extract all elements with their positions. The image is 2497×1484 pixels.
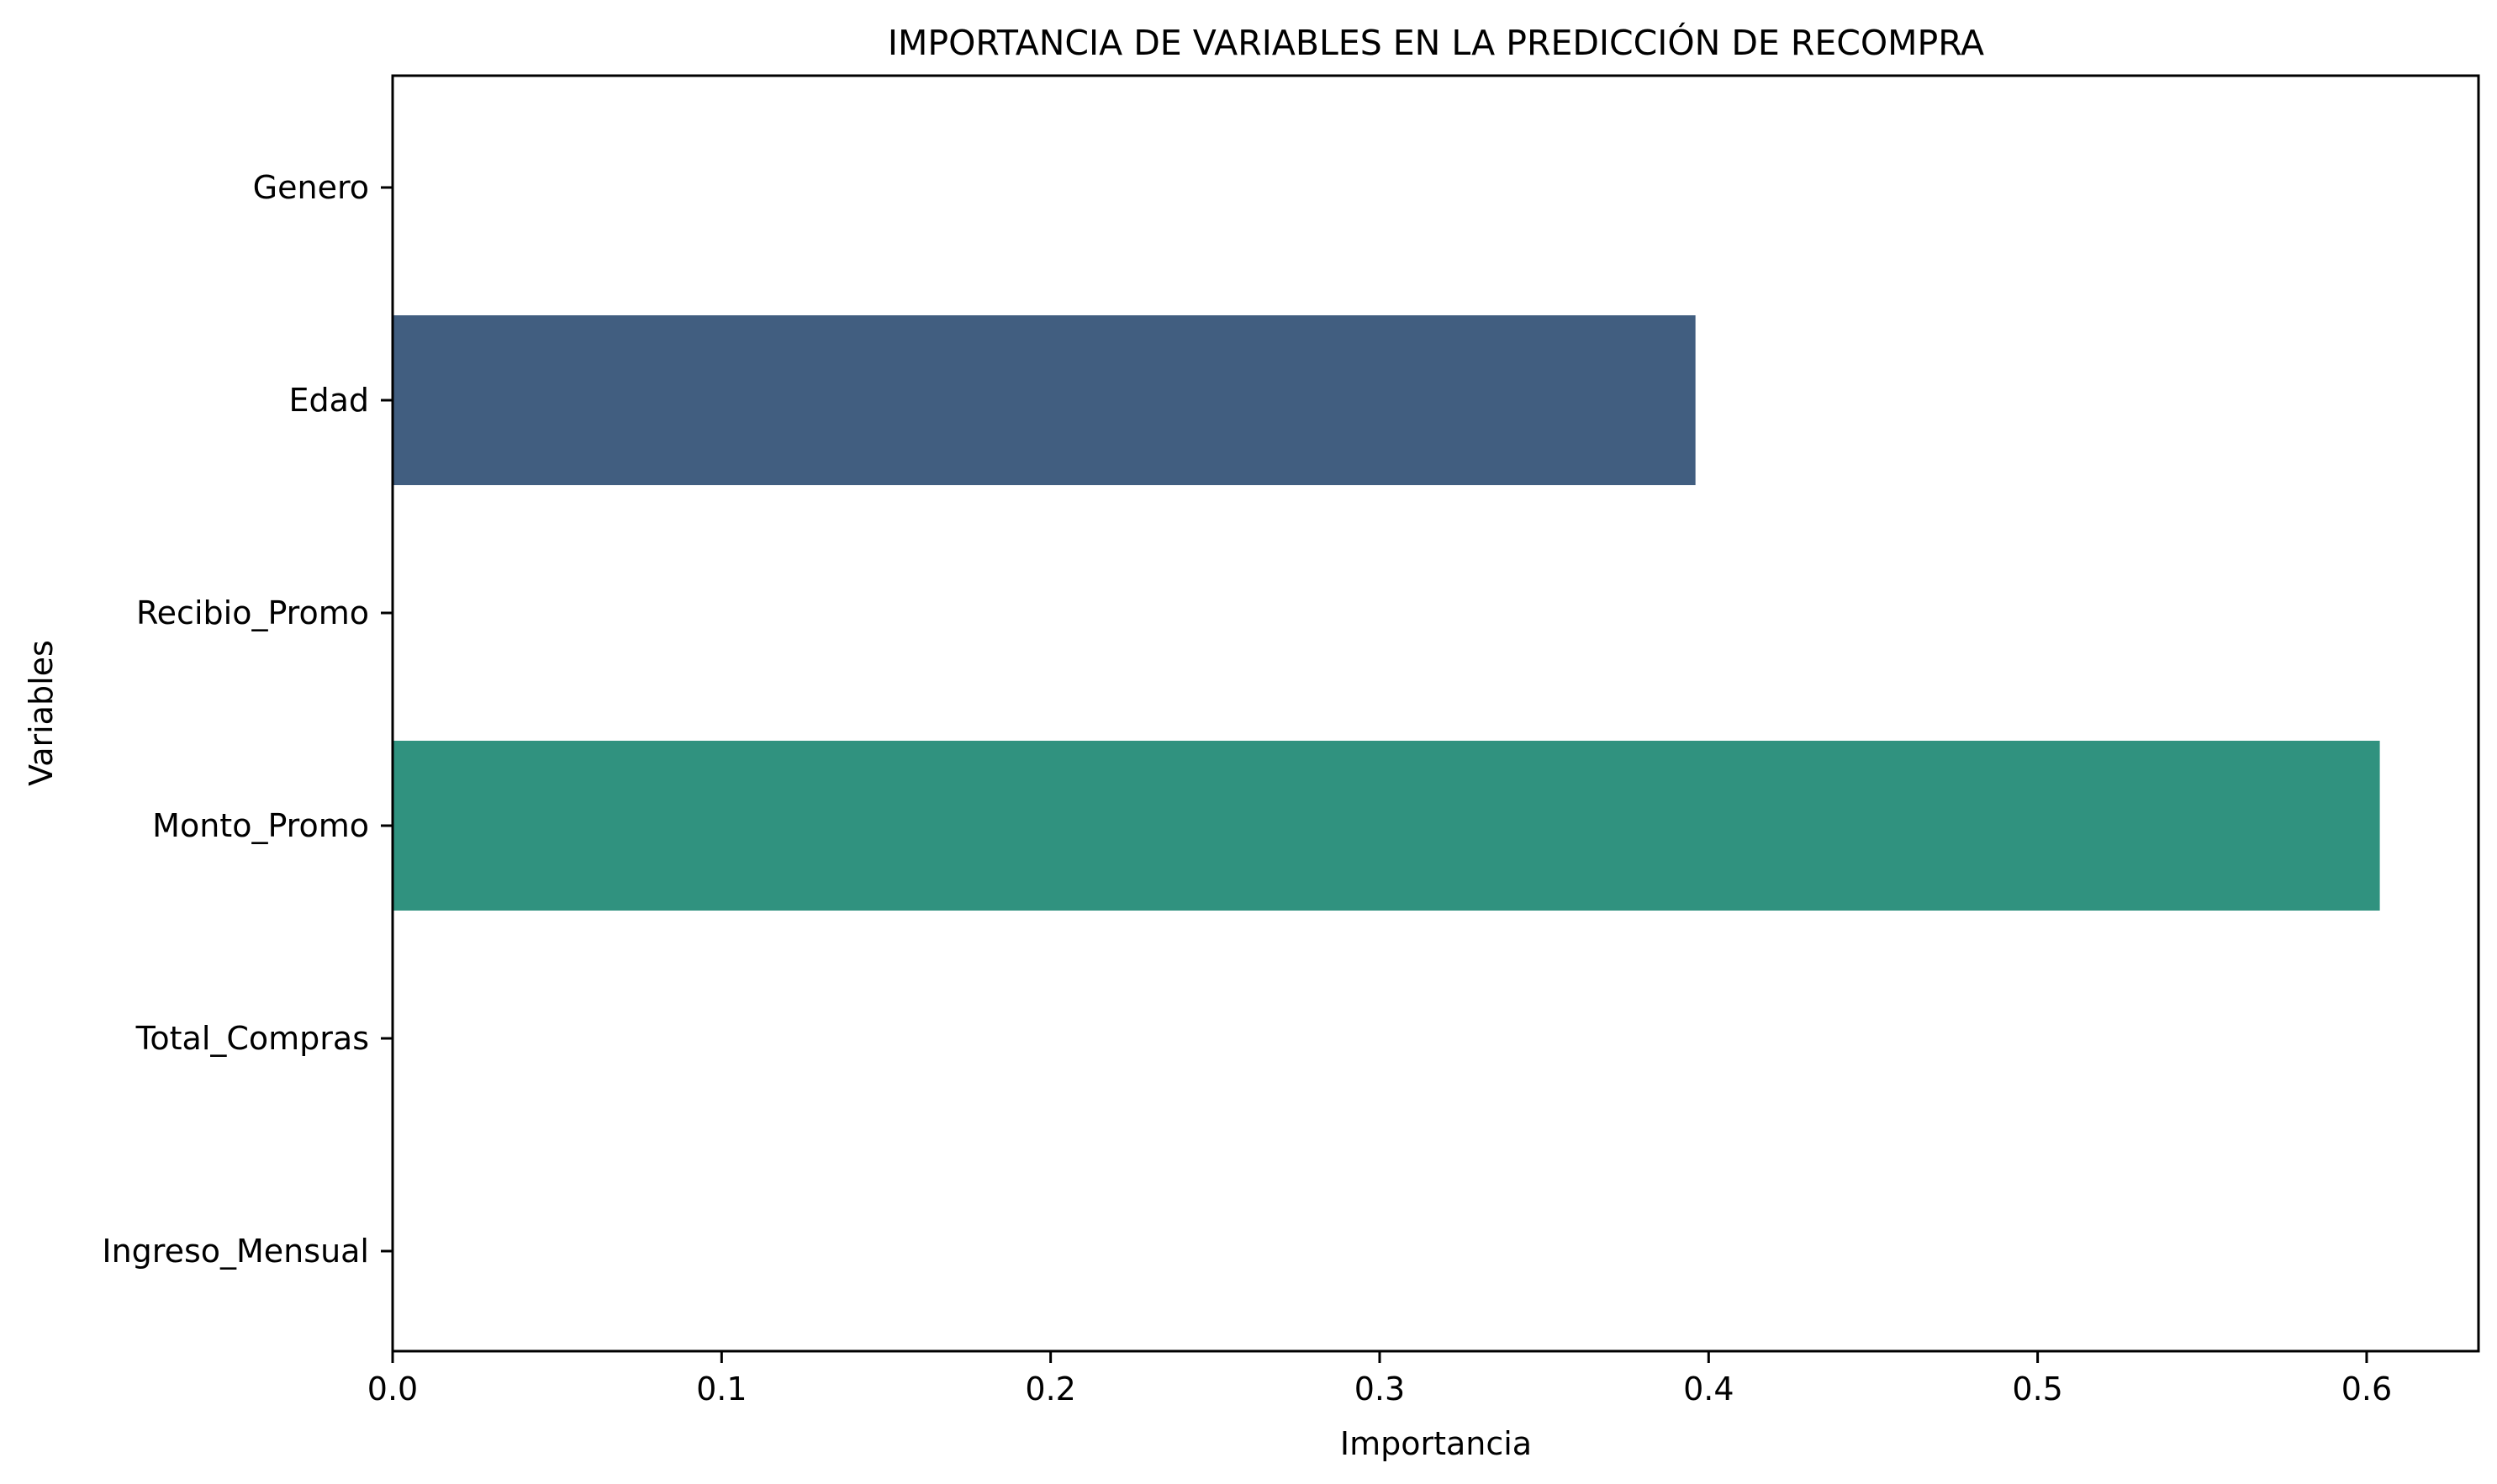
bar-edad (393, 315, 1696, 485)
x-tick-label-0-0: 0.0 (367, 1370, 418, 1407)
y-ticks-group: Genero Edad Recibio_Promo Monto_Promo Total_… (102, 169, 393, 1270)
x-tick-label-0-4: 0.4 (1683, 1370, 1734, 1407)
y-tick-label-ingreso-mensual: Ingreso_Mensual (102, 1233, 369, 1270)
y-tick-label-recibio-promo: Recibio_Promo (136, 594, 369, 631)
x-tick-label-0-1: 0.1 (696, 1370, 747, 1407)
y-tick-label-genero: Genero (253, 169, 369, 206)
y-axis-label: Variables (23, 640, 60, 786)
chart-title: IMPORTANCIA DE VARIABLES EN LA PREDICCIÓ… (888, 23, 1984, 63)
bars-group (393, 315, 2380, 911)
x-ticks-group: 0.0 0.1 0.2 0.3 0.4 0.5 0.6 (367, 1351, 2392, 1407)
y-tick-label-edad: Edad (288, 382, 369, 419)
x-tick-label-0-6: 0.6 (2341, 1370, 2392, 1407)
x-tick-label-0-3: 0.3 (1354, 1370, 1405, 1407)
y-tick-label-total-compras: Total_Compras (135, 1020, 369, 1057)
plot-frame (391, 74, 2480, 1353)
x-axis-label: Importancia (1340, 1425, 1532, 1462)
bar-monto-promo (393, 741, 2380, 911)
x-tick-label-0-5: 0.5 (2012, 1370, 2062, 1407)
y-tick-label-monto-promo: Monto_Promo (152, 807, 369, 844)
x-tick-label-0-2: 0.2 (1025, 1370, 1075, 1407)
